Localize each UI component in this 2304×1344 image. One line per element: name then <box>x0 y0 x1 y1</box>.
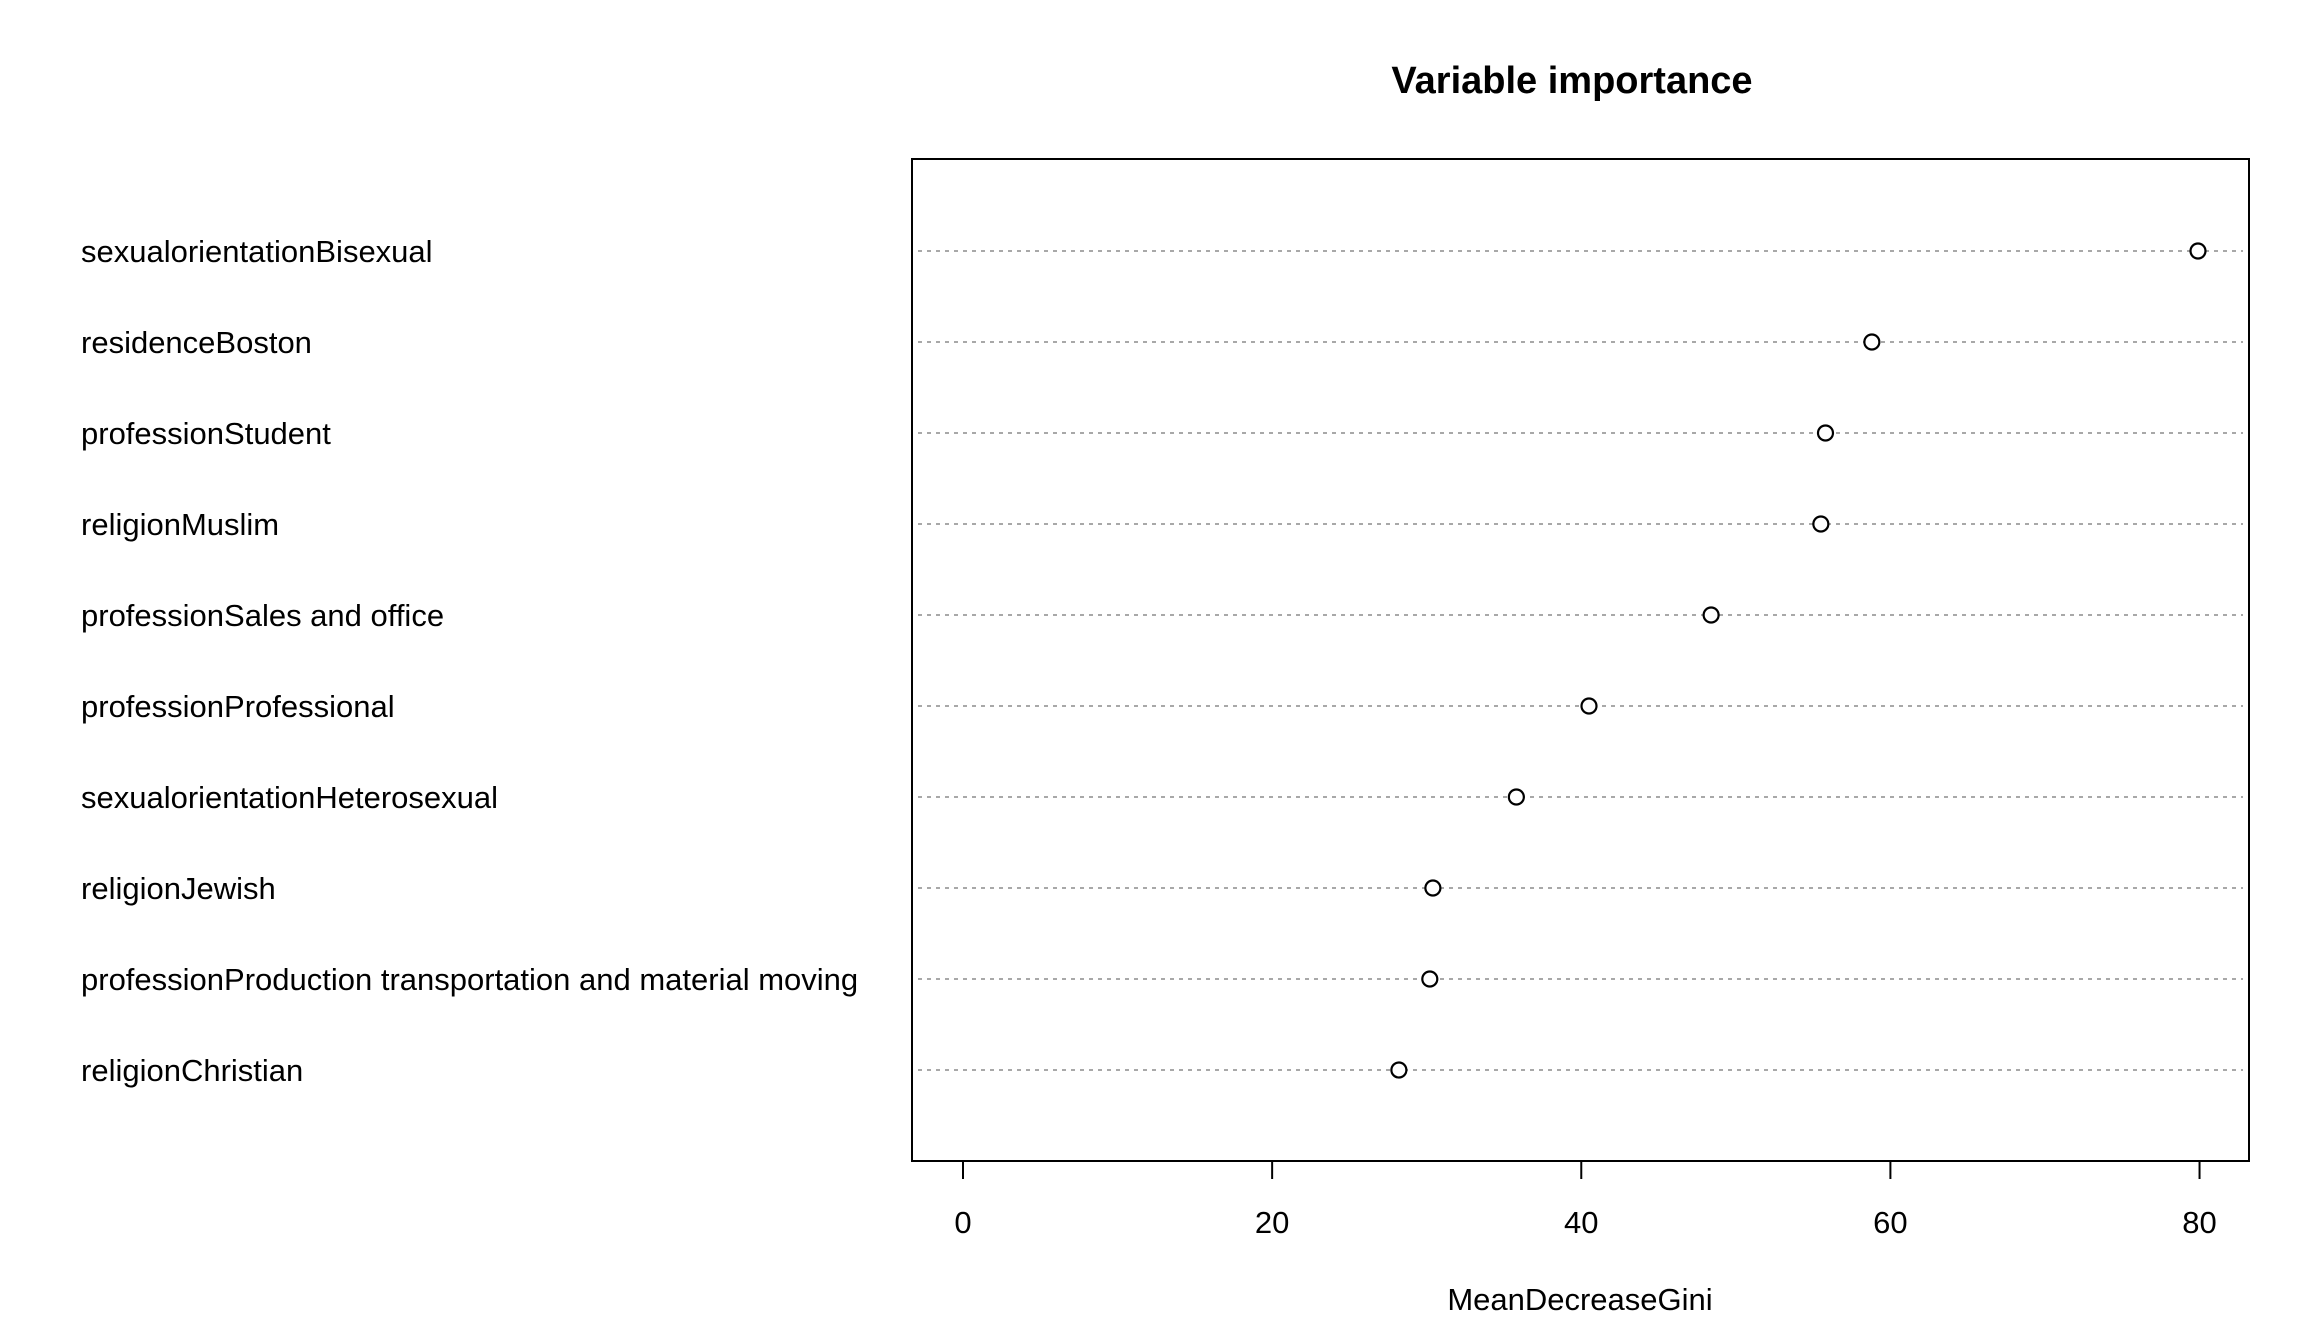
variable-label: professionProfessional <box>81 689 395 724</box>
data-point <box>1816 424 1835 442</box>
variable-label: sexualorientationHeterosexual <box>81 780 498 815</box>
x-tick-label: 20 <box>1255 1205 1289 1240</box>
variable-label: professionStudent <box>81 416 331 451</box>
variable-label: religionChristian <box>81 1053 303 1088</box>
x-tick-label: 60 <box>1873 1205 1907 1240</box>
data-point <box>1421 970 1439 988</box>
data-points <box>1390 242 2207 1079</box>
data-point <box>1390 1061 1408 1079</box>
data-point <box>1702 606 1720 624</box>
variable-labels: sexualorientationBisexual residenceBoston… <box>81 234 858 1088</box>
variable-label: religionMuslim <box>81 507 279 542</box>
x-tick-label: 40 <box>1564 1205 1598 1240</box>
x-axis: 0 20 40 60 80 <box>954 1160 2217 1240</box>
x-axis-title: MeanDecreaseGini <box>1447 1282 1712 1317</box>
grid-layer <box>918 250 2243 1071</box>
variable-label: sexualorientationBisexual <box>81 234 433 269</box>
variable-label: residenceBoston <box>81 325 312 360</box>
data-point <box>1863 333 1881 351</box>
data-point <box>2189 242 2207 260</box>
data-point <box>1812 515 1830 533</box>
data-point <box>1580 697 1598 715</box>
x-tick-label: 0 <box>954 1205 971 1240</box>
variable-label: professionProduction transportation and … <box>81 962 858 997</box>
data-point <box>1507 788 1525 806</box>
variable-label: professionSales and office <box>81 598 444 633</box>
data-point <box>1424 879 1442 897</box>
chart-title: Variable importance <box>1391 60 1752 102</box>
variable-label: religionJewish <box>81 871 276 906</box>
x-tick-label: 80 <box>2182 1205 2216 1240</box>
plot-frame <box>911 158 2250 1162</box>
